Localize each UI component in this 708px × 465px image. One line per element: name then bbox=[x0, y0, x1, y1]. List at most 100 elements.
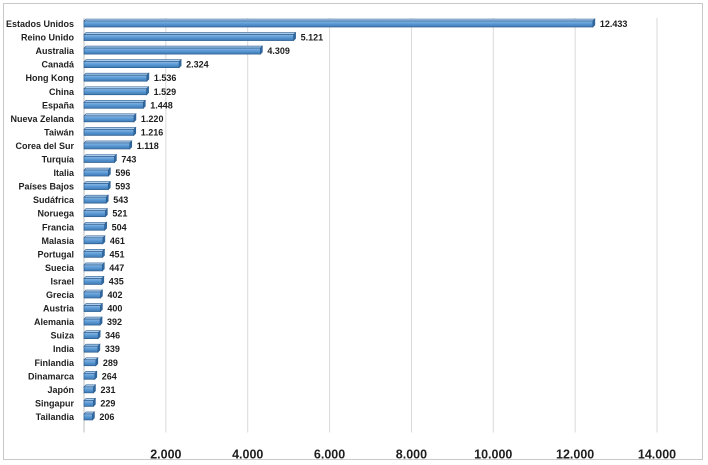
value-label: 2.324 bbox=[186, 60, 209, 70]
bar-front-face bbox=[83, 400, 94, 407]
category-label: Italia bbox=[53, 168, 75, 178]
category-label: Israel bbox=[50, 276, 74, 286]
bar-front-face bbox=[83, 318, 101, 326]
bar bbox=[83, 167, 112, 177]
bar-front-face bbox=[83, 74, 148, 82]
bar bbox=[83, 180, 111, 191]
bar bbox=[83, 31, 297, 42]
bar bbox=[83, 113, 137, 123]
bar-front-face bbox=[83, 101, 144, 109]
bar-front-face bbox=[83, 88, 147, 96]
category-label: Canadá bbox=[41, 60, 75, 70]
bar-front-face bbox=[83, 332, 99, 339]
bar bbox=[83, 275, 105, 286]
x-tick-label: 2.000 bbox=[150, 448, 181, 462]
bar bbox=[83, 329, 101, 340]
bar bbox=[83, 18, 596, 28]
value-label: 1.216 bbox=[141, 127, 164, 137]
value-label: 593 bbox=[115, 182, 130, 192]
gridlines bbox=[165, 18, 658, 433]
category-label: Japón bbox=[47, 385, 74, 395]
category-label: Austria bbox=[43, 304, 75, 314]
bar-front-face bbox=[83, 169, 109, 177]
bar-front-face bbox=[83, 291, 101, 299]
value-label: 4.309 bbox=[267, 46, 290, 56]
bar bbox=[83, 262, 106, 272]
bar bbox=[83, 235, 106, 245]
category-label: Singapur bbox=[35, 398, 74, 408]
category-label: Francia bbox=[42, 222, 75, 232]
value-label: 504 bbox=[112, 222, 127, 232]
category-label: Turquía bbox=[42, 155, 75, 165]
value-label: 743 bbox=[121, 155, 136, 165]
category-label: Hong Kong bbox=[26, 73, 75, 83]
value-label: 521 bbox=[112, 209, 127, 219]
bar bbox=[83, 99, 146, 110]
bar-front-face bbox=[83, 129, 135, 136]
bar bbox=[83, 411, 96, 421]
value-label: 1.448 bbox=[150, 100, 173, 110]
value-label: 1.536 bbox=[154, 73, 177, 83]
value-label: 5.121 bbox=[301, 33, 324, 43]
bars bbox=[83, 18, 596, 421]
value-label: 447 bbox=[109, 263, 124, 273]
category-label: Alemania bbox=[34, 317, 75, 327]
bar-front-face bbox=[83, 61, 180, 69]
bar bbox=[83, 316, 103, 326]
category-label: Países Bajos bbox=[18, 182, 74, 192]
bar-front-face bbox=[83, 47, 261, 55]
category-label: España bbox=[42, 100, 75, 110]
category-label: Sudáfrica bbox=[33, 195, 75, 205]
value-label: 543 bbox=[113, 195, 128, 205]
bar bbox=[83, 357, 99, 367]
bar bbox=[83, 289, 104, 299]
value-label: 12.433 bbox=[600, 19, 628, 29]
category-label: China bbox=[49, 87, 75, 97]
value-label: 402 bbox=[107, 290, 122, 300]
bar bbox=[83, 194, 109, 204]
value-label: 400 bbox=[107, 304, 122, 314]
bar bbox=[83, 384, 97, 394]
bar-front-face bbox=[83, 156, 115, 163]
value-label: 461 bbox=[110, 236, 125, 246]
category-label: Nueva Zelanda bbox=[10, 114, 75, 124]
category-label: Suecia bbox=[45, 263, 75, 273]
bar bbox=[83, 370, 98, 381]
value-label: 435 bbox=[109, 276, 124, 286]
bar bbox=[83, 126, 137, 137]
category-label: Australia bbox=[35, 46, 75, 56]
category-label: Dinamarca bbox=[28, 371, 75, 381]
bar-front-face bbox=[83, 20, 594, 28]
category-label: India bbox=[53, 344, 75, 354]
bar bbox=[83, 248, 106, 259]
value-label: 206 bbox=[99, 412, 114, 422]
value-label: 596 bbox=[115, 168, 130, 178]
labels: 2.000 4.000 6.000 8.000 10.000 12.000 14.000 Es… bbox=[6, 19, 676, 462]
value-label: 231 bbox=[100, 385, 115, 395]
value-label: 264 bbox=[102, 371, 117, 381]
bar-front-face bbox=[83, 115, 135, 123]
category-label: Corea del Sur bbox=[15, 141, 74, 151]
bar-front-face bbox=[83, 183, 109, 190]
x-tick-label: 10.000 bbox=[474, 448, 512, 462]
value-label: 229 bbox=[100, 398, 115, 408]
bar bbox=[83, 397, 97, 408]
x-tick-label: 6.000 bbox=[314, 448, 345, 462]
category-label: Estados Unidos bbox=[6, 19, 74, 29]
value-label: 339 bbox=[105, 344, 120, 354]
x-tick-label: 4.000 bbox=[232, 448, 263, 462]
category-label: Taiwán bbox=[44, 127, 74, 137]
x-tick-label: 12.000 bbox=[556, 448, 594, 462]
bar-front-face bbox=[83, 223, 105, 231]
category-label: Finlandia bbox=[34, 358, 74, 368]
bar-front-face bbox=[83, 251, 103, 258]
bar-front-face bbox=[83, 142, 131, 150]
bar bbox=[83, 72, 150, 82]
value-label: 1.529 bbox=[154, 87, 177, 97]
category-label: Suiza bbox=[50, 331, 75, 341]
value-label: 451 bbox=[109, 249, 124, 259]
category-label: Tailandia bbox=[36, 412, 75, 422]
value-label: 1.220 bbox=[141, 114, 164, 124]
x-tick-label: 14.000 bbox=[638, 448, 676, 462]
